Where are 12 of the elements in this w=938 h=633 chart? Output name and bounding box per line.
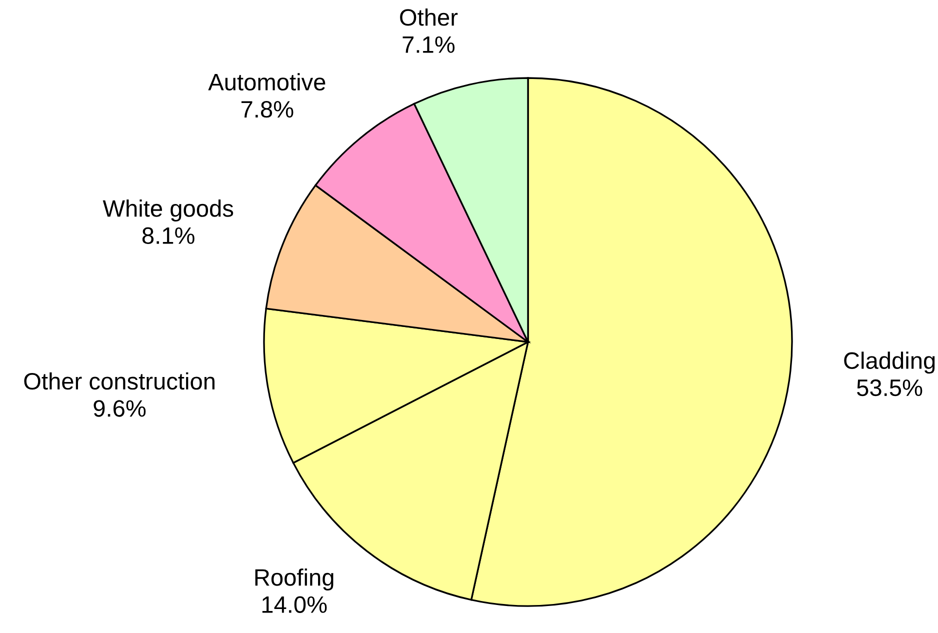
slice-label: Other bbox=[400, 8, 458, 26]
data-label: 7.8% bbox=[241, 100, 294, 118]
data-label: 53.5% bbox=[857, 379, 922, 396]
slice-label: White goods bbox=[102, 200, 234, 222]
data-label: 7.1% bbox=[402, 36, 455, 53]
slice-label: Automotive bbox=[208, 73, 326, 91]
data-label: 8.1% bbox=[142, 227, 194, 244]
slice-label: Cladding bbox=[844, 352, 935, 374]
slice-label: Roofing bbox=[255, 568, 334, 590]
data-label: 9.6% bbox=[94, 400, 146, 417]
data-label: 14.0% bbox=[262, 596, 327, 613]
slice-label: Other construction bbox=[24, 372, 214, 390]
